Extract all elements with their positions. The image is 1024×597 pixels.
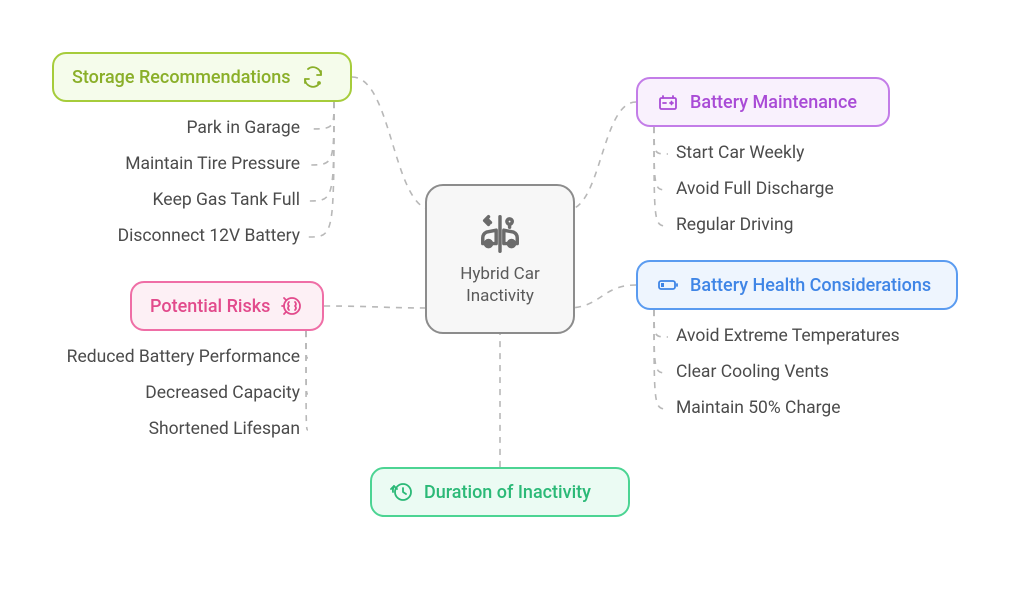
leaf-storage-0: Park in Garage (0, 118, 300, 138)
battery-block-icon (656, 90, 680, 114)
center-node: Hybrid CarInactivity (425, 184, 575, 334)
brain-icon (280, 294, 304, 318)
branch-risks: Potential Risks (130, 281, 324, 331)
leaf-battmaint-2: Regular Driving (676, 215, 793, 235)
leaf-risks-0: Reduced Battery Performance (0, 347, 300, 367)
leaf-batthealth-2: Maintain 50% Charge (676, 398, 840, 418)
clock-back-icon (390, 480, 414, 504)
battery-low-icon (656, 273, 680, 297)
branch-risks-label: Potential Risks (150, 296, 270, 317)
leaf-storage-1: Maintain Tire Pressure (0, 154, 300, 174)
branch-battmaint-label: Battery Maintenance (690, 92, 857, 113)
leaf-batthealth-1: Clear Cooling Vents (676, 362, 829, 382)
branch-batthealth: Battery Health Considerations (636, 260, 958, 310)
leaf-battmaint-1: Avoid Full Discharge (676, 179, 834, 199)
branch-storage: Storage Recommendations (52, 52, 352, 102)
branch-duration: Duration of Inactivity (370, 467, 630, 517)
leaf-storage-3: Disconnect 12V Battery (0, 226, 300, 246)
branch-batthealth-label: Battery Health Considerations (690, 275, 931, 296)
mindmap-canvas: Hybrid CarInactivity Storage Recommendati… (0, 0, 1024, 597)
branch-duration-label: Duration of Inactivity (424, 482, 591, 503)
leaf-storage-2: Keep Gas Tank Full (0, 190, 300, 210)
center-label: Hybrid CarInactivity (460, 263, 540, 307)
hybrid-car-icon (477, 211, 523, 257)
branch-battmaint: Battery Maintenance (636, 77, 890, 127)
leaf-batthealth-0: Avoid Extreme Temperatures (676, 326, 900, 346)
leaf-risks-1: Decreased Capacity (0, 383, 300, 403)
leaf-battmaint-0: Start Car Weekly (676, 143, 804, 163)
recycle-icon (301, 65, 325, 89)
leaf-risks-2: Shortened Lifespan (0, 419, 300, 439)
branch-storage-label: Storage Recommendations (72, 67, 291, 88)
